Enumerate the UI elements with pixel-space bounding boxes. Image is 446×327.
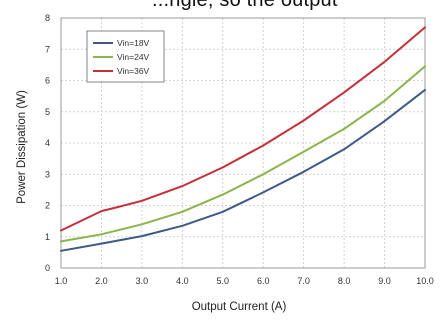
x-tick-label: 4.0	[176, 276, 189, 286]
y-tick-label: 6	[45, 76, 50, 86]
series-line-vin-36v	[60, 26, 426, 232]
y-axis-tick-labels: 0 1 2 3 4 5 6 7 8	[45, 13, 50, 273]
y-axis-title: Power Dissipation (W)	[16, 90, 28, 204]
y-tick-label: 2	[45, 201, 50, 211]
legend-label: Vin=24V	[117, 52, 150, 62]
legend-label: Vin=18V	[117, 38, 150, 48]
y-tick-label: 0	[45, 263, 50, 273]
x-axis-tick-labels: 1.0 2.0 3.0 4.0 5.0 6.0 7.0 8.0 9.0 10.0	[55, 276, 434, 286]
series-line-vin-18v	[60, 88, 426, 252]
top-cropped-text: ...ngle, so the output	[0, 0, 446, 12]
legend-label: Vin=36V	[117, 66, 150, 76]
y-tick-label: 8	[45, 13, 50, 23]
x-tick-label: 6.0	[257, 276, 270, 286]
x-tick-label: 8.0	[338, 276, 351, 286]
y-tick-label: 1	[45, 232, 50, 242]
x-axis-title: Output Current (A)	[192, 301, 287, 313]
x-tick-label: 5.0	[217, 276, 230, 286]
top-cropped-text-content: ...ngle, so the output	[152, 0, 338, 11]
legend: Vin=18V Vin=24V Vin=36V	[86, 30, 165, 83]
x-tick-label: 7.0	[297, 276, 310, 286]
x-tick-label: 10.0	[416, 276, 434, 286]
y-tick-label: 7	[45, 44, 50, 54]
y-tick-label: 4	[45, 138, 50, 148]
x-tick-label: 2.0	[95, 276, 108, 286]
x-tick-label: 1.0	[55, 276, 68, 286]
x-tick-label: 9.0	[378, 276, 391, 286]
x-tick-label: 3.0	[136, 276, 149, 286]
series-lines	[60, 26, 426, 252]
y-tick-label: 5	[45, 107, 50, 117]
y-tick-label: 3	[45, 169, 50, 179]
series-line-vin-24v	[60, 65, 426, 243]
plot-area-border	[60, 17, 426, 269]
